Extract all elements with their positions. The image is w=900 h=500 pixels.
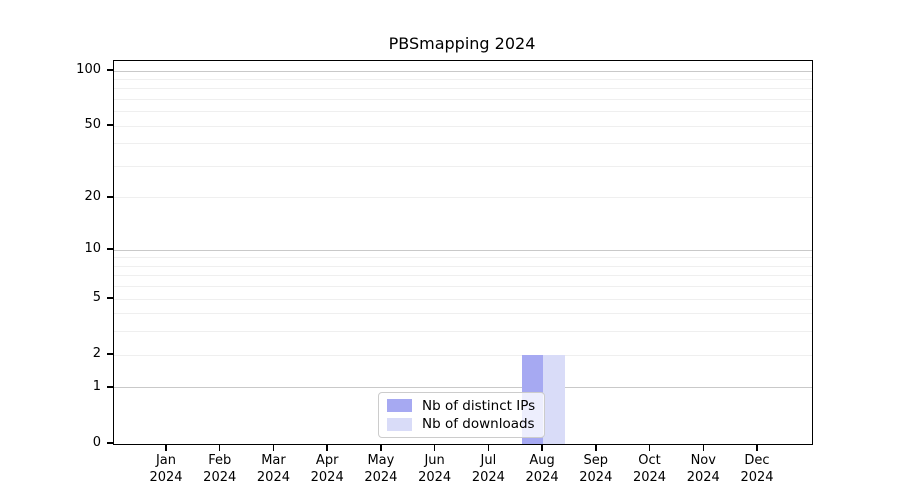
gridline-minor (114, 331, 812, 333)
bar-downloads (543, 355, 565, 444)
legend-swatch-downloads (387, 417, 412, 431)
legend-label-distinct-ips: Nb of distinct IPs (422, 397, 536, 414)
gridline-minor (114, 125, 812, 127)
x-tick-mark (218, 444, 221, 451)
x-tick-label-nov: Nov 2024 (671, 452, 735, 486)
x-tick-year: 2024 (471, 470, 505, 485)
x-tick-label-jun: Jun 2024 (403, 452, 467, 486)
x-tick-month: May (367, 453, 395, 468)
x-tick-mark (756, 444, 758, 451)
y-tick-label: 50 (84, 117, 101, 133)
gridline-minor (114, 143, 812, 145)
gridline-minor (114, 78, 812, 80)
legend-entry-downloads: Nb of downloads (387, 416, 536, 432)
x-tick-month: Apr (315, 453, 339, 468)
legend-swatch-distinct-ips (387, 399, 412, 413)
x-tick-month: Dec (744, 453, 770, 468)
gridline-minor (114, 265, 812, 267)
y-tick-mark (106, 353, 113, 355)
y-tick-mark (106, 69, 113, 71)
x-tick-label-jan: Jan 2024 (134, 452, 198, 486)
x-tick-label-may: May 2024 (349, 452, 413, 486)
x-tick-label-oct: Oct 2024 (618, 452, 682, 486)
x-tick-mark (702, 444, 705, 451)
x-tick-month: Sep (583, 453, 609, 468)
gridline-minor (114, 286, 812, 288)
y-tick-label: 100 (76, 62, 101, 77)
x-tick-year: 2024 (256, 470, 290, 485)
x-tick-year: 2024 (203, 470, 237, 485)
gridline-minor (114, 111, 812, 113)
x-tick-month: Jul (480, 453, 497, 468)
x-tick-mark (272, 444, 275, 451)
x-tick-mark (380, 444, 382, 451)
x-tick-label-mar: Mar 2024 (241, 452, 305, 486)
x-tick-month: Feb (208, 453, 232, 468)
chart-title: PBSmapping 2024 (388, 34, 536, 53)
x-tick-label-dec: Dec 2024 (725, 452, 789, 486)
y-tick-mark (106, 297, 113, 299)
x-tick-mark (165, 444, 167, 451)
legend: Nb of distinct IPs Nb of downloads (378, 392, 545, 438)
y-tick-label: 0 (92, 435, 101, 450)
x-tick-label-feb: Feb 2024 (188, 452, 252, 486)
y-tick-label: 10 (84, 241, 101, 257)
x-tick-year: 2024 (525, 470, 559, 485)
x-tick-label-jul: Jul 2024 (456, 452, 520, 486)
x-tick-month: Jan (155, 453, 177, 468)
x-tick-mark (433, 444, 436, 451)
gridline-minor (114, 354, 812, 356)
x-tick-year: 2024 (740, 470, 774, 485)
x-tick-mark (648, 444, 651, 451)
gridline-major (114, 70, 812, 72)
gridline-minor (114, 197, 812, 199)
x-tick-label-sep: Sep 2024 (564, 452, 628, 486)
y-tick-mark (106, 442, 113, 444)
x-tick-year: 2024 (310, 470, 344, 485)
legend-label-downloads: Nb of downloads (422, 416, 535, 433)
x-tick-month: Oct (638, 453, 661, 468)
gridline-major (114, 387, 812, 389)
legend-entry-distinct-ips: Nb of distinct IPs (387, 398, 536, 414)
x-tick-mark (595, 444, 597, 451)
x-tick-label-apr: Apr 2024 (295, 452, 359, 486)
x-tick-year: 2024 (149, 470, 183, 485)
y-tick-mark (106, 248, 113, 250)
gridline-minor (114, 98, 812, 100)
x-tick-month: Jun (424, 453, 445, 468)
x-tick-mark (541, 444, 543, 451)
y-tick-label: 5 (92, 290, 101, 306)
y-tick-label: 2 (92, 346, 101, 362)
x-tick-month: Nov (690, 453, 716, 468)
x-tick-year: 2024 (686, 470, 720, 485)
gridline-major (114, 249, 812, 251)
gridline-minor (114, 257, 812, 259)
gridline-minor (114, 165, 812, 167)
x-tick-mark (326, 444, 328, 451)
x-tick-year: 2024 (364, 470, 398, 485)
y-tick-mark (106, 196, 113, 198)
y-tick-label: 1 (92, 378, 101, 394)
y-tick-mark (106, 124, 113, 126)
gridline-minor (114, 313, 812, 315)
y-tick-mark (106, 386, 113, 388)
x-tick-year: 2024 (579, 470, 613, 485)
gridline-minor (114, 88, 812, 90)
x-tick-month: Mar (261, 453, 286, 468)
x-tick-month: Aug (529, 453, 555, 468)
y-tick-label: 20 (84, 188, 101, 204)
x-tick-year: 2024 (418, 470, 452, 485)
x-tick-label-aug: Aug 2024 (510, 452, 574, 486)
x-tick-year: 2024 (632, 470, 667, 485)
x-tick-mark (487, 444, 490, 451)
gridline-minor (114, 298, 812, 300)
gridline-minor (114, 275, 812, 277)
plot-area (113, 60, 813, 445)
